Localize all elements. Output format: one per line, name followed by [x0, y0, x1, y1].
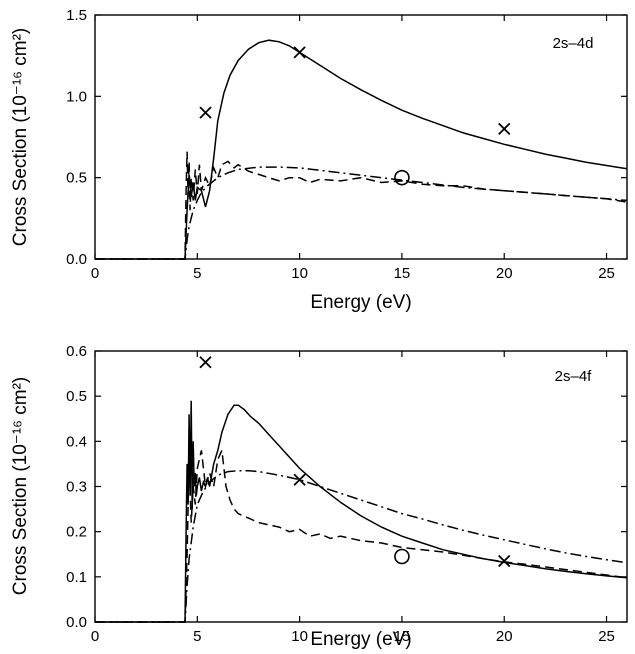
chart-panel-2s-4f: 0 5 10 15 20 25 0.0 0.1 0.2 0.3 0.4 0.5 0.6 2s–4f E… — [10, 343, 628, 650]
x-tick-label: 5 — [193, 628, 201, 645]
x-marker — [293, 46, 306, 59]
series-line-solid — [95, 39, 628, 260]
y-tick-label: 0.4 — [66, 433, 87, 450]
y-tick-label: 0.5 — [66, 170, 87, 187]
y-axis-ticks: 0.0 0.1 0.2 0.3 0.4 0.5 0.6 — [66, 343, 627, 631]
plot-frame — [94, 14, 628, 260]
x-tick-label: 25 — [598, 628, 615, 645]
y-axis-title: Cross Section (10⁻¹⁶ cm²) — [10, 28, 31, 246]
x-marker — [498, 122, 511, 136]
x-axis-title: Energy (eV) — [310, 292, 411, 313]
x-marker — [199, 106, 212, 119]
marker-layer — [199, 46, 511, 186]
x-tick-label: 5 — [193, 265, 201, 282]
plot-frame — [94, 350, 628, 623]
series-layer — [95, 39, 628, 260]
series-line-dashed — [95, 151, 628, 260]
circle-marker — [394, 548, 410, 565]
x-tick-label: 0 — [91, 628, 99, 645]
series-layer — [95, 400, 628, 623]
y-axis-title: Cross Section (10⁻¹⁶ cm²) — [10, 377, 31, 595]
x-tick-label: 15 — [394, 628, 411, 645]
x-axis-ticks: 0 5 10 15 20 25 — [91, 15, 615, 282]
y-tick-label: 0.0 — [66, 614, 87, 631]
series-line-solid — [95, 400, 628, 623]
x-tick-label: 10 — [291, 265, 308, 282]
x-axis-title: Energy (eV) — [310, 629, 411, 650]
y-tick-label: 0.5 — [66, 388, 87, 405]
y-tick-label: 0.3 — [66, 479, 87, 496]
panel-label: 2s–4f — [555, 368, 593, 385]
circle-marker — [394, 169, 410, 186]
y-tick-label: 1.5 — [66, 7, 87, 24]
y-tick-label: 0.1 — [66, 569, 87, 586]
x-tick-label: 20 — [496, 628, 513, 645]
x-axis-ticks: 0 5 10 15 20 25 — [91, 351, 615, 645]
x-marker — [498, 554, 511, 568]
panel-label: 2s–4d — [553, 35, 594, 52]
y-axis-ticks: 0.0 0.5 1.0 1.5 — [66, 7, 627, 268]
series-line-dash-dot — [95, 469, 628, 623]
chart-panel-2s-4d: 0 5 10 15 20 25 0.0 0.5 1.0 1.5 2s–4d Energy (eV… — [10, 7, 628, 313]
x-tick-label: 25 — [598, 265, 615, 282]
y-tick-label: 0.6 — [66, 343, 87, 360]
series-line-dash-dot — [95, 166, 628, 260]
y-tick-label: 0.0 — [66, 251, 87, 268]
x-tick-label: 15 — [394, 265, 411, 282]
x-tick-label: 20 — [496, 265, 513, 282]
marker-layer — [199, 356, 511, 568]
x-tick-label: 10 — [291, 628, 308, 645]
x-marker — [293, 473, 306, 486]
y-tick-label: 0.2 — [66, 524, 87, 541]
x-tick-label: 0 — [91, 265, 99, 282]
series-line-dashed — [95, 447, 628, 623]
y-tick-label: 1.0 — [66, 88, 87, 105]
x-marker — [199, 356, 212, 369]
